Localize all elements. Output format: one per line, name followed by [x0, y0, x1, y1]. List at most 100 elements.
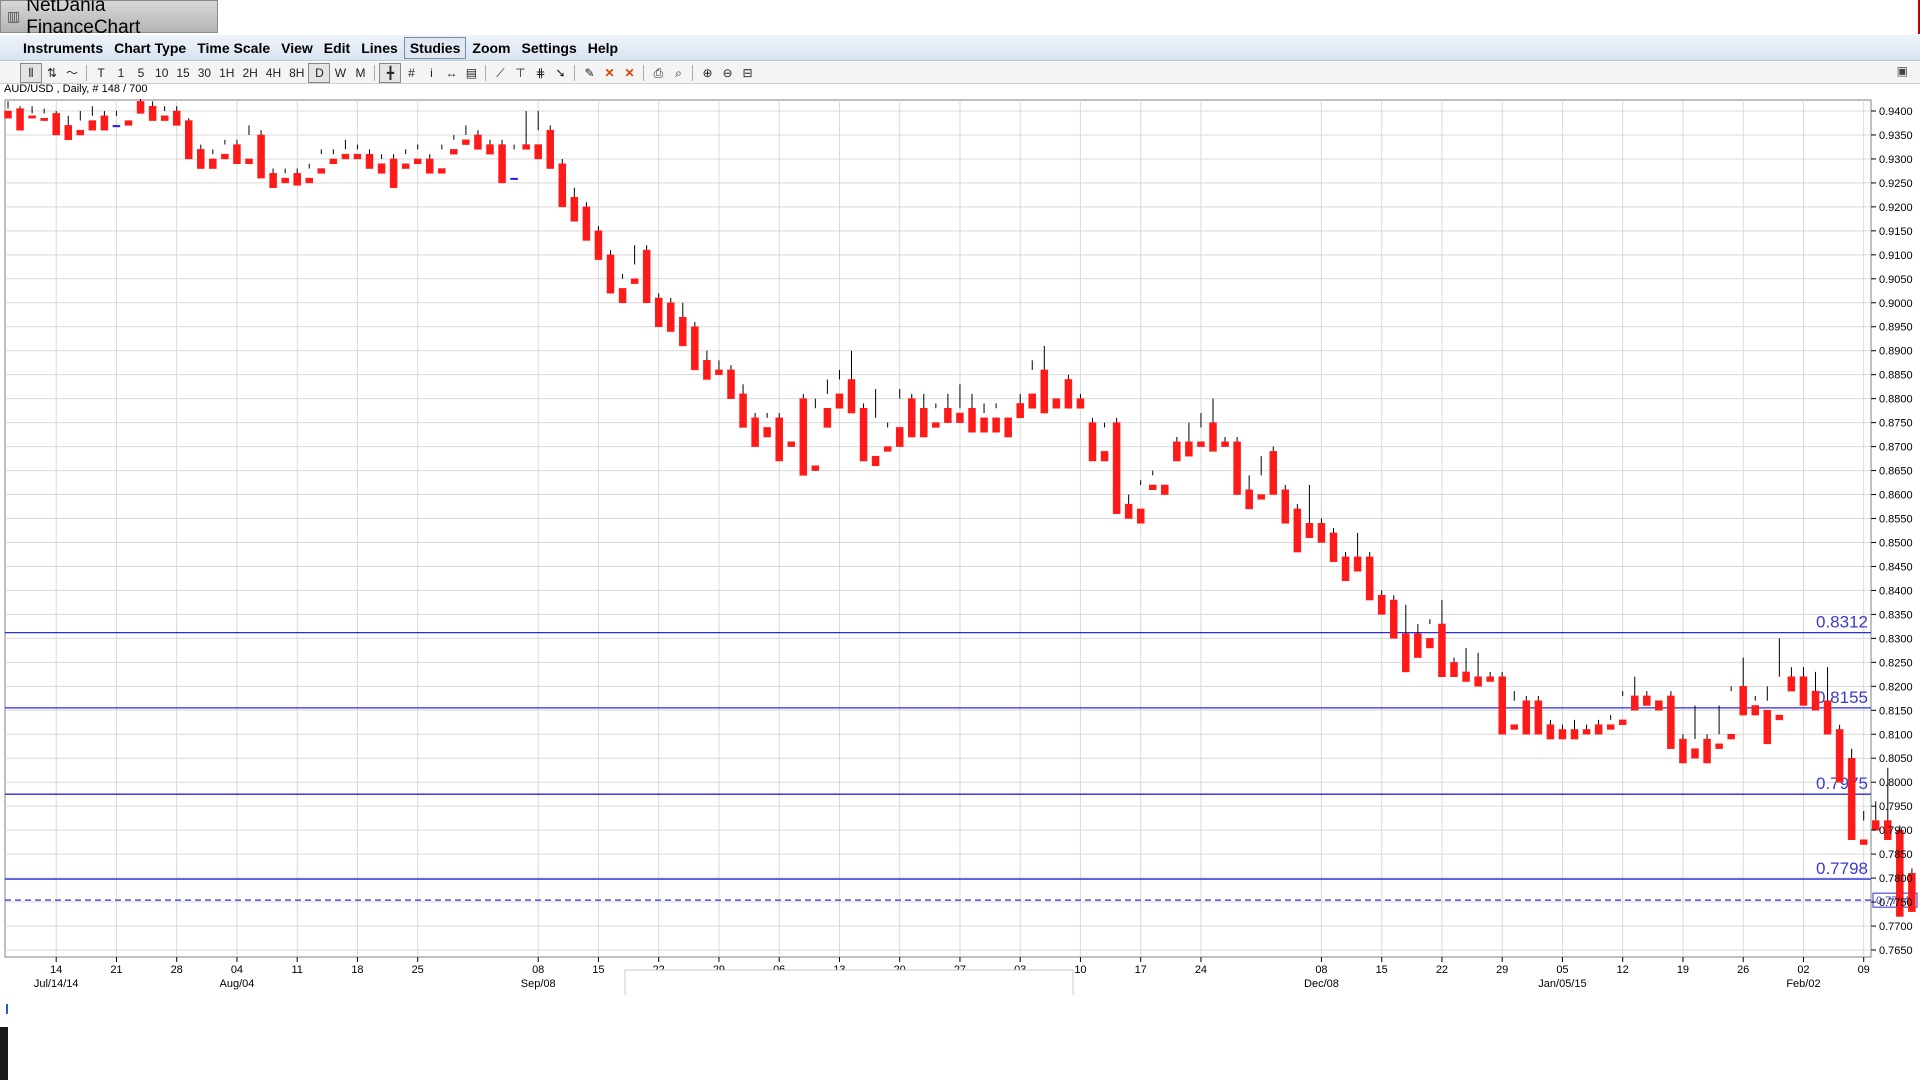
timescale-daily[interactable]: D: [308, 62, 331, 83]
x-tick-label: 12: [1617, 964, 1629, 976]
grid-icon[interactable]: #: [408, 65, 415, 80]
menu-studies[interactable]: Studies: [403, 36, 467, 59]
x-major-label: Sep/08: [521, 978, 556, 990]
timescale-1min[interactable]: 1: [117, 65, 125, 80]
candle-body: [582, 206, 591, 241]
x-major-label: Feb/02: [1786, 978, 1820, 990]
candle-body: [546, 129, 554, 169]
candle-body: [1594, 724, 1603, 735]
zoom-in-icon[interactable]: ⊕: [702, 65, 713, 80]
trendline-icon[interactable]: ⟋: [496, 65, 505, 80]
timescale-15min[interactable]: 15: [176, 65, 190, 80]
toolbar-separator: [643, 64, 645, 81]
candle-body: [1558, 729, 1567, 740]
delete-all-icon[interactable]: ✕: [624, 65, 635, 80]
y-tick-label: 0.7800: [1879, 873, 1913, 885]
timescale-4h[interactable]: 4H: [265, 65, 282, 80]
candle-body: [811, 465, 820, 471]
menu-settings[interactable]: Settings: [521, 39, 577, 56]
y-tick-label: 0.9250: [1879, 178, 1913, 190]
app-title-tab[interactable]: ▥ NetDania FinanceChart: [0, 0, 218, 38]
toolbar-separator: [574, 64, 576, 81]
x-tick-label: 15: [592, 964, 604, 976]
x-major-label: Jul/14/14: [34, 978, 79, 990]
candle-body: [1775, 714, 1784, 721]
y-tick-label: 0.8300: [1879, 633, 1913, 645]
candle-body: [1908, 873, 1916, 912]
volume-icon[interactable]: ▤: [465, 65, 478, 80]
x-tick-label: 29: [1496, 964, 1508, 976]
print-icon[interactable]: ⎙: [653, 65, 664, 80]
x-tick-label: 26: [1737, 964, 1749, 976]
fibonacci-icon[interactable]: ⊤: [515, 65, 526, 80]
candle-body: [739, 393, 747, 428]
candle-body: [1522, 700, 1531, 735]
menu-instruments[interactable]: Instruments: [23, 39, 104, 56]
candle-body: [1185, 441, 1193, 457]
x-tick-label: 08: [532, 964, 544, 976]
timescale-5min[interactable]: 5: [137, 65, 145, 80]
plot-area: [4, 99, 1872, 958]
info-icon[interactable]: i: [430, 65, 433, 80]
menu-time-scale[interactable]: Time Scale: [197, 39, 271, 56]
candle-body: [883, 446, 892, 452]
y-tick-label: 0.8100: [1879, 729, 1913, 741]
print-preview-icon[interactable]: ⌕: [675, 65, 682, 80]
timescale-10min[interactable]: 10: [155, 65, 169, 80]
y-tick-label: 0.9200: [1879, 202, 1913, 214]
timescale-monthly[interactable]: M: [355, 65, 366, 80]
timescale-1h[interactable]: 1H: [219, 65, 235, 80]
candle-body: [1847, 757, 1856, 840]
candle-body: [1727, 734, 1735, 740]
channel-icon[interactable]: ⋕: [535, 65, 546, 80]
zoom-out-icon[interactable]: ⊖: [722, 65, 733, 80]
candle-body: [498, 144, 506, 184]
bars-icon[interactable]: ⦀: [20, 62, 42, 83]
timescale-2h[interactable]: 2H: [242, 65, 258, 80]
candle-body: [1896, 829, 1904, 917]
x-tick-label: 28: [171, 964, 183, 976]
panel-toggle-icon[interactable]: ▣: [1896, 64, 1908, 78]
crosshair-icon[interactable]: ╋: [379, 62, 402, 83]
timescale-weekly[interactable]: W: [334, 65, 347, 80]
menu-chart-type[interactable]: Chart Type: [114, 39, 187, 56]
line-icon[interactable]: 〜: [66, 65, 79, 80]
candles-icon[interactable]: ⇅: [46, 65, 58, 80]
menu-edit[interactable]: Edit: [323, 39, 351, 56]
candle-body: [534, 144, 542, 160]
candle-body: [1245, 489, 1253, 510]
candle-body: [1763, 710, 1772, 745]
y-tick-label: 0.7650: [1879, 945, 1913, 957]
candle-body: [1534, 700, 1543, 735]
x-tick-label: 19: [1677, 964, 1689, 976]
menu-view[interactable]: View: [281, 39, 313, 56]
candle-body: [968, 407, 976, 433]
candle-body: [763, 427, 771, 438]
candle-body: [1173, 441, 1181, 462]
pencil-icon[interactable]: ✎: [584, 65, 595, 80]
candle-body: [281, 177, 289, 184]
candle-body: [413, 158, 422, 164]
candle-body: [1811, 690, 1820, 711]
toolbar: ⦀ ⇅ 〜 T 1 5 10 15 30 1H 2H 4H 8H D W M ╋…: [0, 62, 1920, 84]
cursor-icon[interactable]: ➘: [555, 65, 566, 80]
candles: [4, 99, 1916, 917]
arrows-icon[interactable]: ↔: [445, 65, 458, 80]
candle-body: [1582, 729, 1591, 735]
candle-body: [438, 168, 446, 174]
delete-icon[interactable]: ✕: [604, 65, 615, 80]
timescale-tick[interactable]: T: [97, 65, 105, 80]
y-tick-label: 0.8750: [1879, 418, 1913, 430]
menu-help[interactable]: Help: [587, 39, 619, 56]
y-tick-label: 0.9100: [1879, 250, 1913, 262]
candle-body: [835, 393, 844, 409]
zoom-fit-icon[interactable]: ⊟: [742, 65, 753, 80]
candle-body: [88, 120, 97, 131]
timescale-8h[interactable]: 8H: [289, 65, 305, 80]
menu-lines[interactable]: Lines: [361, 39, 398, 56]
menu-zoom[interactable]: Zoom: [472, 39, 511, 56]
candle-body: [1426, 638, 1434, 649]
timescale-30min[interactable]: 30: [197, 65, 212, 80]
candle-body: [160, 115, 169, 121]
